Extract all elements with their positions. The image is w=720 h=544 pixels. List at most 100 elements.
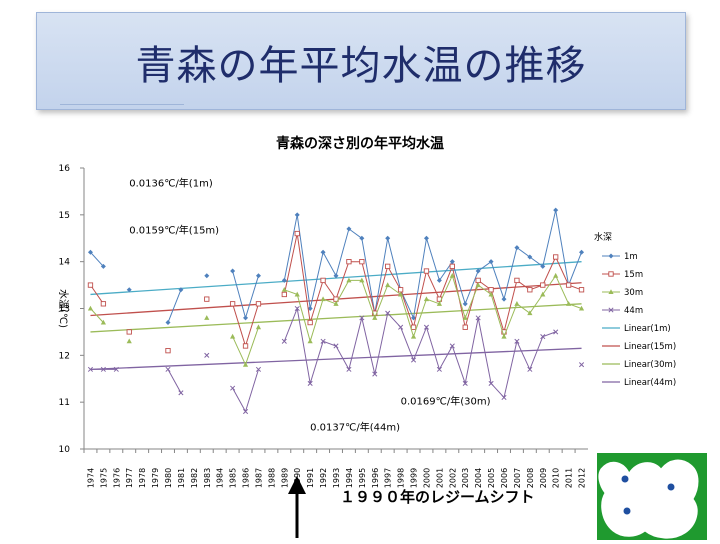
data-point [178, 287, 184, 293]
data-point [281, 291, 287, 298]
x-tick-label: 1989 [280, 468, 289, 488]
data-point [87, 305, 94, 311]
annotation-label: 0.0169℃/年(30m) [401, 395, 491, 408]
y-tick-label: 12 [59, 351, 70, 361]
data-point [488, 259, 494, 265]
data-point [320, 249, 326, 255]
data-point [385, 263, 391, 269]
data-point [242, 361, 249, 367]
data-point [100, 366, 106, 372]
data-point [553, 329, 559, 335]
data-point [514, 301, 520, 306]
data-point [255, 273, 261, 279]
data-point [436, 277, 442, 283]
data-point [294, 230, 300, 237]
data-point [178, 390, 184, 396]
data-point [423, 324, 430, 330]
data-point [488, 380, 494, 386]
data-point [540, 263, 546, 269]
data-point [553, 272, 559, 278]
data-point [100, 263, 106, 269]
legend-label: Linear(30m) [624, 360, 676, 370]
data-point [411, 315, 417, 321]
data-point [398, 291, 404, 297]
bay-shape [598, 459, 699, 539]
data-point [449, 343, 455, 349]
data-point [462, 315, 468, 320]
data-point [462, 380, 468, 386]
station-marker [623, 507, 631, 515]
data-point [230, 385, 236, 391]
series-44m [87, 305, 585, 415]
station-marker [621, 475, 629, 483]
x-tick-label: 1991 [306, 468, 315, 488]
y-tick-label: 14 [59, 258, 71, 268]
series-1m [87, 207, 585, 326]
data-point [165, 366, 171, 372]
data-point [294, 291, 300, 297]
data-point [243, 315, 249, 321]
data-point [333, 273, 339, 279]
data-point [527, 366, 533, 372]
data-point [255, 366, 262, 372]
x-tick-label: 1987 [254, 468, 263, 488]
data-point [462, 324, 468, 330]
data-point [281, 277, 287, 283]
x-tick-label: 2002 [448, 468, 457, 488]
x-tick-label: 2006 [500, 468, 509, 488]
series-line [90, 210, 582, 323]
data-point [423, 268, 430, 274]
x-tick-label: 1997 [384, 468, 393, 488]
data-point [359, 277, 365, 283]
data-point [540, 334, 546, 340]
data-point [165, 348, 171, 354]
regime-shift-label: １９９０年のレジームシフト [340, 488, 535, 506]
data-point [126, 329, 132, 335]
data-point [307, 319, 313, 326]
x-tick-label: 1981 [177, 468, 186, 488]
data-point [87, 249, 93, 255]
data-point [294, 212, 300, 218]
legend-label: 15m [624, 270, 643, 280]
legend-label: 44m [624, 306, 643, 316]
slide-title: 青森の年平均水温の推移 [135, 43, 587, 89]
data-point [475, 277, 481, 284]
data-point [553, 254, 559, 260]
x-tick-label: 2008 [526, 468, 535, 488]
data-point [514, 245, 520, 251]
data-point [346, 259, 352, 265]
x-tick-label: 1986 [242, 468, 251, 488]
data-point [423, 235, 429, 241]
data-point [449, 259, 455, 265]
x-tick-label: 1983 [203, 468, 212, 488]
data-point [385, 310, 391, 316]
data-point [501, 333, 507, 339]
x-tick-label: 1974 [86, 468, 95, 488]
data-point [255, 301, 262, 307]
data-point [608, 271, 614, 277]
data-point [242, 343, 249, 349]
data-point [475, 282, 481, 288]
data-point [359, 259, 365, 265]
x-tick-label: 2004 [474, 468, 483, 488]
data-point [372, 315, 378, 320]
data-point [87, 366, 94, 372]
data-point [475, 315, 481, 321]
data-point [126, 287, 132, 293]
x-tick-label: 2001 [435, 468, 444, 488]
legend-label: Linear(44m) [624, 378, 676, 388]
data-point [565, 282, 572, 288]
data-point [514, 338, 520, 344]
y-tick-label: 11 [59, 398, 70, 408]
legend-title: 水深 [594, 231, 612, 243]
data-point [527, 310, 533, 316]
data-point [359, 315, 365, 321]
data-point [410, 324, 417, 330]
annotations: 0.0136℃/年(1m) 0.0159℃/年(15m) 0.0169℃/年(30m… [129, 177, 490, 434]
station-marker [667, 483, 675, 491]
series-15m [87, 230, 585, 354]
chart-axes: 10 11 12 13 14 15 16 1974 1975 1976 1977 1978 1979 19… [57, 164, 588, 488]
title-divider [60, 104, 184, 105]
trend-line [90, 303, 582, 333]
